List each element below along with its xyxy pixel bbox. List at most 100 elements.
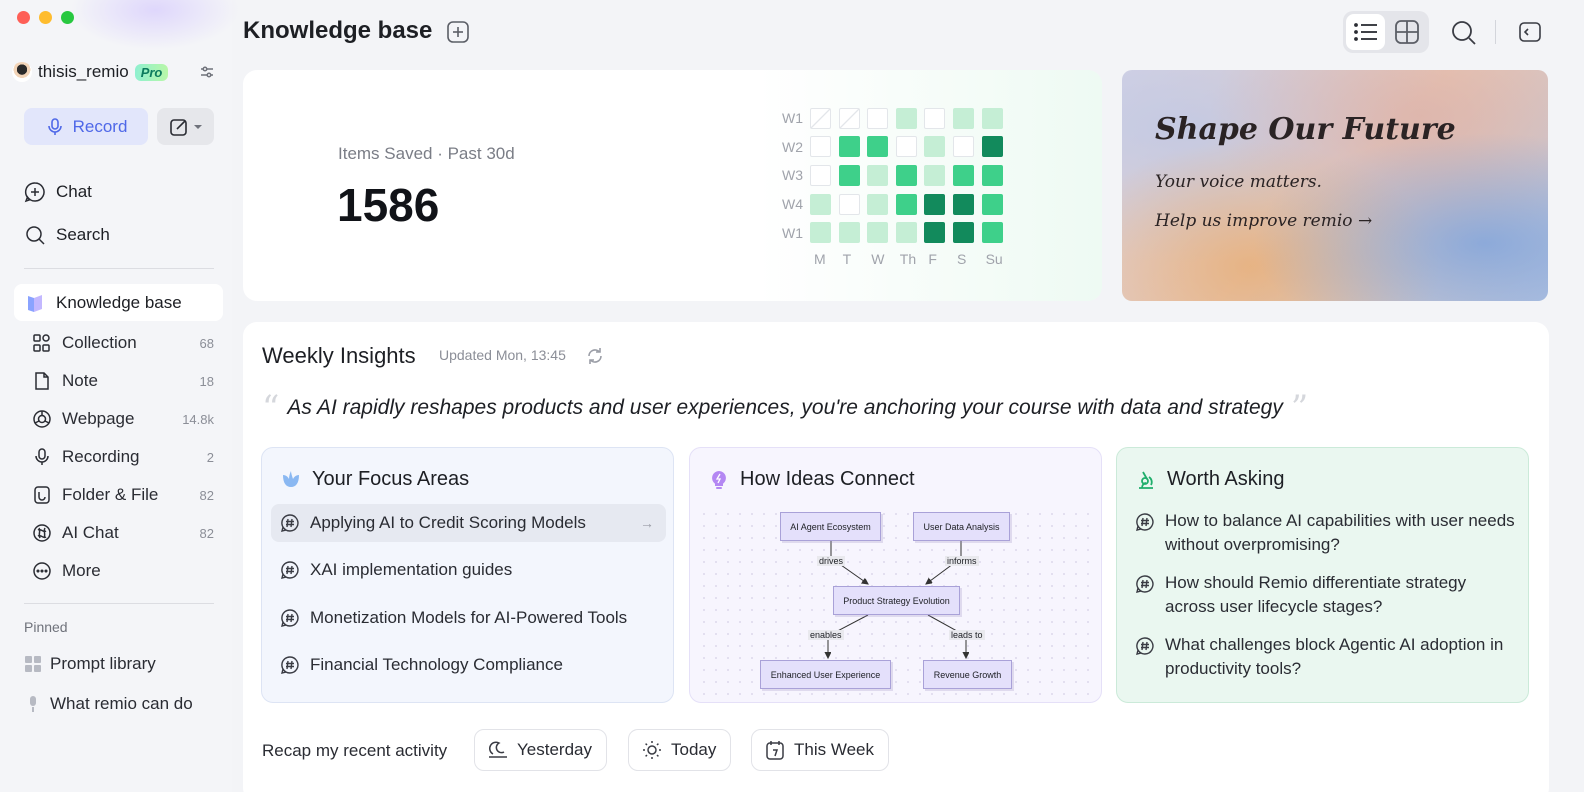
- knowledge-base-label: Knowledge base: [56, 292, 182, 312]
- maximize-window-button[interactable]: [61, 11, 74, 24]
- feedback-banner[interactable]: Shape Our Future Your voice matters. Hel…: [1122, 70, 1548, 301]
- heatmap-cell: [867, 164, 889, 186]
- pinned-item-what-remio-can-do[interactable]: What remio can do: [24, 690, 193, 718]
- heatmap-cell: [924, 164, 946, 186]
- quote-open-icon: “: [262, 388, 280, 428]
- sun-icon: [643, 741, 661, 759]
- plan-badge: Pro: [134, 63, 169, 81]
- sidebar-toggle-icon[interactable]: [1518, 21, 1542, 43]
- heatmap-cell: [838, 164, 860, 186]
- record-button[interactable]: Record: [24, 108, 148, 145]
- collection-icon: [33, 334, 50, 352]
- heatmap-cell: [810, 107, 831, 129]
- recap-today-button[interactable]: Today: [628, 729, 732, 771]
- focus-item[interactable]: Financial Technology Compliance: [271, 646, 666, 684]
- grid-icon: [1394, 20, 1419, 44]
- heatmap-day-label: W: [871, 250, 885, 267]
- new-note-button[interactable]: [157, 108, 214, 145]
- avatar: [12, 62, 32, 82]
- focus-item[interactable]: Applying AI to Credit Scoring Models →: [271, 504, 666, 542]
- focus-item[interactable]: Monetization Models for AI-Powered Tools: [271, 599, 666, 637]
- focus-item-label: Monetization Models for AI-Powered Tools: [310, 608, 628, 627]
- idea-map: AI Agent Ecosystem User Data Analysis Pr…: [698, 508, 1093, 698]
- sidebar: thisis_remio Pro Record Chat Search: [0, 0, 240, 792]
- sidebar-item-label: More: [62, 561, 101, 580]
- heatmap-cell: [867, 107, 889, 129]
- mic-icon: [35, 448, 49, 465]
- recap-label: Recap my recent activity: [262, 741, 448, 760]
- ideas-connect-panel[interactable]: How Ideas Connect AI Agent Ecosystem Use…: [689, 447, 1102, 703]
- sidebar-item-collection[interactable]: Collection 68: [32, 329, 214, 357]
- close-window-button[interactable]: [17, 11, 30, 24]
- pinned-item-prompt-library[interactable]: Prompt library: [24, 650, 156, 678]
- feedback-link[interactable]: Help us improve remio →: [1155, 211, 1373, 231]
- banner-title: Shape Our Future: [1155, 112, 1456, 147]
- grid-view-button[interactable]: [1387, 14, 1426, 50]
- question-item[interactable]: How should Remio differentiate strategy …: [1135, 571, 1515, 619]
- edge-label-drives: drives: [817, 556, 846, 566]
- heatmap-cell: [838, 193, 860, 215]
- focus-areas-panel: Your Focus Areas Applying AI to Credit S…: [261, 447, 674, 703]
- grid-icon: [25, 656, 41, 672]
- sidebar-item-note[interactable]: Note 18: [32, 367, 214, 395]
- heatmap-cell: [952, 193, 974, 215]
- heatmap-day-label: Th: [899, 250, 917, 267]
- heatmap-cell: [952, 164, 974, 186]
- knowledge-base-icon: [28, 294, 42, 312]
- item-count: 18: [199, 373, 214, 389]
- list-view-button[interactable]: [1346, 14, 1385, 50]
- item-count: 82: [199, 525, 214, 541]
- sidebar-item-webpage[interactable]: Webpage 14.8k: [32, 405, 214, 433]
- quote-close-icon: ”: [1290, 388, 1309, 428]
- mic-icon: [47, 117, 62, 135]
- pinned-heading: Pinned: [24, 619, 68, 635]
- view-toggle: [1343, 11, 1429, 53]
- refresh-icon[interactable]: [585, 346, 605, 366]
- sidebar-item-label: AI Chat: [62, 523, 119, 542]
- search-icon[interactable]: [1451, 20, 1477, 46]
- sidebar-item-more[interactable]: More: [32, 557, 214, 585]
- question-item[interactable]: How to balance AI capabilities with user…: [1135, 509, 1515, 557]
- heatmap-week-label: W1: [782, 224, 803, 241]
- panel-title: Worth Asking: [1167, 468, 1285, 490]
- recap-yesterday-button[interactable]: Yesterday: [474, 729, 607, 771]
- heatmap-cell: [895, 164, 917, 186]
- sidebar-item-knowledge-base[interactable]: Knowledge base: [14, 284, 223, 321]
- list-icon: [1353, 23, 1377, 41]
- sidebar-item-search[interactable]: Search: [24, 220, 110, 250]
- compose-icon: [170, 118, 187, 136]
- sidebar-item-recording[interactable]: Recording 2: [32, 443, 214, 471]
- quote-text: As AI rapidly reshapes products and user…: [287, 396, 1283, 419]
- user-profile[interactable]: thisis_remio Pro: [12, 60, 220, 84]
- heatmap-day-label: Su: [985, 250, 1003, 267]
- recap-this-week-button[interactable]: This Week: [751, 729, 889, 771]
- edge-label-informs: informs: [945, 556, 979, 566]
- heatmap-cell: [952, 136, 974, 158]
- sliders-icon[interactable]: [198, 63, 216, 81]
- focus-item-label: Financial Technology Compliance: [310, 655, 563, 674]
- heatmap-cell: [981, 164, 1003, 186]
- globe-icon: [33, 410, 51, 428]
- panel-header: Your Focus Areas: [280, 468, 469, 491]
- sidebar-item-folder-file[interactable]: Folder & File 82: [32, 481, 214, 509]
- heatmap-cell: [810, 164, 831, 186]
- sidebar-glow: [70, 0, 240, 50]
- sidebar-item-label: Folder & File: [62, 485, 159, 504]
- heatmap-cell: [981, 107, 1003, 129]
- sidebar-item-chat[interactable]: Chat: [24, 177, 92, 207]
- sidebar-item-ai-chat[interactable]: AI Chat 82: [32, 519, 214, 547]
- minimize-window-button[interactable]: [39, 11, 52, 24]
- folder-icon: [34, 486, 50, 504]
- heatmap-cell: [838, 136, 860, 158]
- focus-item[interactable]: XAI implementation guides: [271, 551, 666, 589]
- heatmap-day-label: M: [814, 250, 826, 267]
- heatmap-cell: [924, 193, 946, 215]
- search-icon: [26, 226, 45, 245]
- ai-chat-icon: [33, 524, 51, 542]
- heatmap-week-label: W3: [782, 167, 803, 184]
- add-icon[interactable]: [446, 20, 470, 44]
- page-title: Knowledge base: [243, 17, 433, 44]
- more-icon: [33, 562, 51, 580]
- heatmap-cell: [981, 193, 1003, 215]
- question-item[interactable]: What challenges block Agentic AI adoptio…: [1135, 633, 1515, 681]
